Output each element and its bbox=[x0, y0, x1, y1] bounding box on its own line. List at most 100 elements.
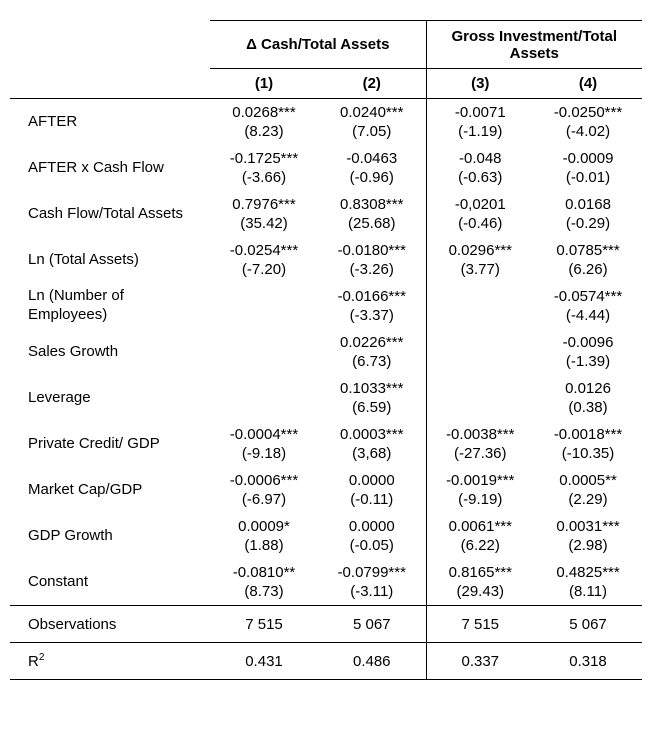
coef-c1: 0.0268*** bbox=[210, 99, 318, 123]
tstat-c4: (2.29) bbox=[534, 490, 642, 513]
coef-c4: 0.0168 bbox=[534, 191, 642, 214]
tstat-c2: (7.05) bbox=[318, 122, 426, 145]
row-label: Ln (Total Assets) bbox=[10, 237, 210, 283]
tstat-c2: (-0.05) bbox=[318, 536, 426, 559]
tstat-c1 bbox=[210, 306, 318, 329]
tstat-c4: (6.26) bbox=[534, 260, 642, 283]
tstat-c1: (1.88) bbox=[210, 536, 318, 559]
col-header-2: (2) bbox=[318, 69, 426, 99]
row-label: Cash Flow/Total Assets bbox=[10, 191, 210, 237]
obs-c4: 5 067 bbox=[534, 606, 642, 643]
coef-c1: 0.7976*** bbox=[210, 191, 318, 214]
tstat-c1: (-7.20) bbox=[210, 260, 318, 283]
header-group-2: Gross Investment/Total Assets bbox=[426, 21, 642, 69]
tstat-c2: (-0.11) bbox=[318, 490, 426, 513]
coef-c1: -0.0004*** bbox=[210, 421, 318, 444]
coef-c2: -0.0799*** bbox=[318, 559, 426, 582]
header-group-1: Δ Cash/Total Assets bbox=[210, 21, 426, 69]
tstat-c1: (-3.66) bbox=[210, 168, 318, 191]
tstat-c3 bbox=[426, 352, 534, 375]
row-label: GDP Growth bbox=[10, 513, 210, 559]
coef-c2: 0.0000 bbox=[318, 467, 426, 490]
obs-c1: 7 515 bbox=[210, 606, 318, 643]
tstat-c2: (25.68) bbox=[318, 214, 426, 237]
r2-c3: 0.337 bbox=[426, 643, 534, 680]
tstat-c4: (8.11) bbox=[534, 582, 642, 606]
observations-label: Observations bbox=[10, 606, 210, 643]
coef-c4: 0.0031*** bbox=[534, 513, 642, 536]
tstat-c2: (-3.11) bbox=[318, 582, 426, 606]
tstat-c3: (-1.19) bbox=[426, 122, 534, 145]
coef-c4: 0.0785*** bbox=[534, 237, 642, 260]
coef-c1: -0.0810** bbox=[210, 559, 318, 582]
coef-c3: -0,0201 bbox=[426, 191, 534, 214]
coef-c3 bbox=[426, 329, 534, 352]
coef-c1: -0.0006*** bbox=[210, 467, 318, 490]
coef-c1 bbox=[210, 329, 318, 352]
coef-c2: 0.0240*** bbox=[318, 99, 426, 123]
row-label: Market Cap/GDP bbox=[10, 467, 210, 513]
coef-c3: -0.048 bbox=[426, 145, 534, 168]
row-label: Leverage bbox=[10, 375, 210, 421]
coef-c1: -0.1725*** bbox=[210, 145, 318, 168]
r2-c2: 0.486 bbox=[318, 643, 426, 680]
coef-c3 bbox=[426, 283, 534, 306]
coef-c4: -0.0018*** bbox=[534, 421, 642, 444]
tstat-c1: (-9.18) bbox=[210, 444, 318, 467]
coef-c4: -0.0009 bbox=[534, 145, 642, 168]
tstat-c2: (-3.37) bbox=[318, 306, 426, 329]
tstat-c1 bbox=[210, 352, 318, 375]
coef-c3: 0.0296*** bbox=[426, 237, 534, 260]
coef-c4: -0.0096 bbox=[534, 329, 642, 352]
r2-c1: 0.431 bbox=[210, 643, 318, 680]
coef-c4: 0.0126 bbox=[534, 375, 642, 398]
coef-c1: -0.0254*** bbox=[210, 237, 318, 260]
coef-c3: -0.0071 bbox=[426, 99, 534, 123]
row-label: AFTER x Cash Flow bbox=[10, 145, 210, 191]
tstat-c3: (-9.19) bbox=[426, 490, 534, 513]
tstat-c1: (8.73) bbox=[210, 582, 318, 606]
r2-c4: 0.318 bbox=[534, 643, 642, 680]
tstat-c2: (6.73) bbox=[318, 352, 426, 375]
tstat-c2: (6.59) bbox=[318, 398, 426, 421]
tstat-c2: (3,68) bbox=[318, 444, 426, 467]
coef-c1: 0.0009* bbox=[210, 513, 318, 536]
coef-c2: 0.8308*** bbox=[318, 191, 426, 214]
row-label: Constant bbox=[10, 559, 210, 606]
r2-label: R2 bbox=[10, 643, 210, 680]
tstat-c1: (-6.97) bbox=[210, 490, 318, 513]
tstat-c4: (-0.29) bbox=[534, 214, 642, 237]
tstat-c4: (-4.44) bbox=[534, 306, 642, 329]
tstat-c3 bbox=[426, 306, 534, 329]
tstat-c2: (-0.96) bbox=[318, 168, 426, 191]
tstat-c3: (6.22) bbox=[426, 536, 534, 559]
tstat-c3: (29.43) bbox=[426, 582, 534, 606]
coef-c4: -0.0574*** bbox=[534, 283, 642, 306]
coef-c2: -0.0166*** bbox=[318, 283, 426, 306]
tstat-c4: (-0.01) bbox=[534, 168, 642, 191]
coef-c2: 0.0003*** bbox=[318, 421, 426, 444]
tstat-c4: (0.38) bbox=[534, 398, 642, 421]
coef-c3: -0.0019*** bbox=[426, 467, 534, 490]
coef-c1 bbox=[210, 375, 318, 398]
coef-c4: 0.0005** bbox=[534, 467, 642, 490]
tstat-c1: (35.42) bbox=[210, 214, 318, 237]
col-header-4: (4) bbox=[534, 69, 642, 99]
tstat-c3: (-0.63) bbox=[426, 168, 534, 191]
coef-c4: 0.4825*** bbox=[534, 559, 642, 582]
row-label: Sales Growth bbox=[10, 329, 210, 375]
tstat-c3: (-0.46) bbox=[426, 214, 534, 237]
row-label: Ln (Number of Employees) bbox=[10, 283, 210, 329]
row-label: Private Credit/ GDP bbox=[10, 421, 210, 467]
tstat-c1: (8.23) bbox=[210, 122, 318, 145]
col-header-3: (3) bbox=[426, 69, 534, 99]
obs-c3: 7 515 bbox=[426, 606, 534, 643]
coef-c3 bbox=[426, 375, 534, 398]
regression-table: Δ Cash/Total Assets Gross Investment/Tot… bbox=[10, 20, 642, 680]
coef-c2: 0.0226*** bbox=[318, 329, 426, 352]
tstat-c4: (-4.02) bbox=[534, 122, 642, 145]
coef-c3: -0.0038*** bbox=[426, 421, 534, 444]
coef-c2: 0.1033*** bbox=[318, 375, 426, 398]
tstat-c1 bbox=[210, 398, 318, 421]
tstat-c4: (-10.35) bbox=[534, 444, 642, 467]
